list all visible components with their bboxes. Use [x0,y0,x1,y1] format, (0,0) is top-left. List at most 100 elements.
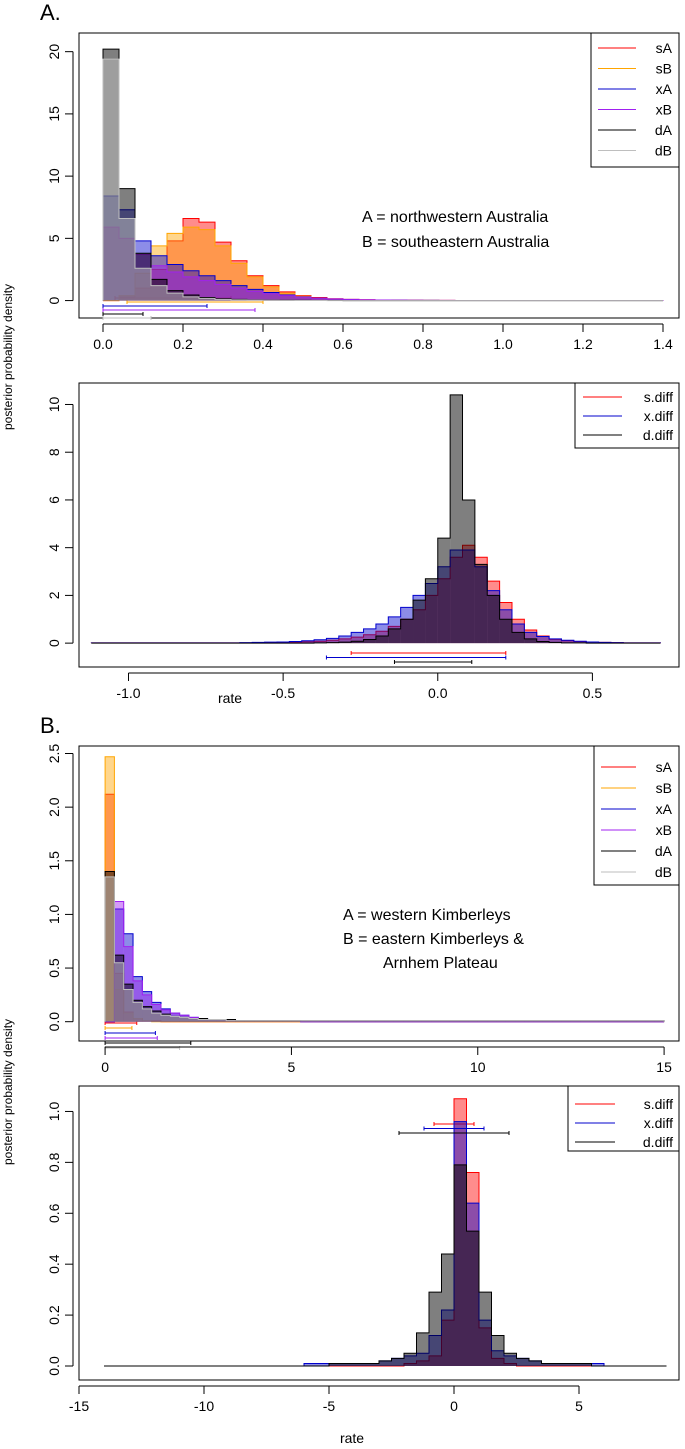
chart-a2-legend-label: s.diff [644,389,673,405]
chart-b1-bar-dB-23 [319,1020,329,1022]
chart-a1-y-tick-label: 15 [46,106,62,122]
chart-a1-bar-sA-14 [327,298,343,301]
chart-b1-outline-dB [104,876,665,1022]
chart-b2-bar-d-diff-36 [554,1363,567,1366]
chart-b1-bar-dB-27 [356,1020,366,1022]
chart-a2-bar-d-diff-32 [487,595,500,644]
chart-a1-legend-label: dA [655,122,673,138]
chart-a1-bar-dB-6 [199,298,215,301]
chart-a2-bar-s-diff-21 [351,637,364,644]
chart-b1-bar-dB-30 [384,1020,394,1022]
chart-a2-bar-d-diff-28 [437,538,451,644]
chart-b1-bar-dB-41 [487,1020,497,1022]
chart-b1-bar-dB-26 [347,1020,357,1022]
chart-a1-bar-xA-13 [311,298,327,301]
chart-a2-bar-d-diff-29 [450,394,463,644]
chart-a1-bar-xB-8 [231,288,247,301]
chart-a1-y-tick-label: 5 [46,234,62,242]
chart-a1: 0.0 0.2 0.4 0.6 0.8 1.0 1.2 1.4 0 5 10 15 20 sA sB xA xB… [46,32,680,352]
chart-a1-bar-sA-12 [295,295,311,301]
chart-b2-bar-x-diff-17 [316,1363,329,1366]
chart-b1-y-tick-label: 0.0 [46,1012,62,1032]
chart-b2-bar-d-diff-18 [329,1363,342,1366]
chart-b1-interval-xA [104,1031,156,1035]
chart-a1-bar-dB-5 [183,296,199,301]
chart-a2-bar-x-diff-17 [301,640,315,644]
chart-b1-bar-dB-55 [617,1020,627,1022]
chart-b2-bar-d-diff-32 [504,1353,517,1366]
chart-b2-bar-d-diff-31 [491,1335,504,1366]
chart-b1-bar-dB-14 [235,1020,245,1022]
chart-b1-bar-dB-48 [552,1020,562,1022]
chart-a1-bar-sA-10 [263,285,279,301]
chart-b2-y-tick-label: 0.8 [46,1152,62,1172]
chart-a2-y-tick-label: 2 [46,591,62,599]
chart-a2-bar-x-diff-18 [314,639,327,644]
chart-b1-bar-dB-37 [449,1020,460,1022]
chart-b2-bar-d-diff-26 [429,1292,442,1366]
chart-a2-bar-s-diff-22 [363,634,376,644]
chart-b1: 0 5 10 15 0.0 0.5 1.0 1.5 2.0 2.5 sA sB xA xB dA dB A = … [46,744,680,1075]
chart-a1-x-tick-label: 1.2 [573,336,593,352]
chart-b1-bar-dB-49 [561,1020,571,1022]
chart-b2-interval-d-diff [398,1131,510,1135]
chart-b1-annotation: Arnhem Plateau [383,955,498,972]
chart-a2-bar-s-diff-19 [326,640,339,644]
chart-b2-bar-d-diff-37 [566,1363,579,1366]
chart-a1-annotation: A = northwestern Australia [362,209,548,226]
chart-a2-interval-x-diff [325,655,507,660]
chart-b1-y-tick-label: 2.5 [46,744,62,764]
chart-a1-x-tick-label: 0.4 [253,336,273,352]
chart-b1-bar-dB-22 [310,1020,320,1022]
chart-a1-x-tick-label: 0.2 [173,336,193,352]
chart-b1-y-tick-label: 2.0 [46,797,62,817]
chart-b1-bar-dB-58 [645,1020,655,1022]
chart-a1-bar-sA-5 [183,218,199,301]
chart-b1-bar-dB-13 [226,1020,236,1022]
chart-b1-bar-dB-45 [524,1020,534,1022]
chart-a1-bar-sA-8 [231,260,247,301]
chart-a2-bar-s-diff-37 [549,639,562,644]
chart-b1-bar-xA-2 [123,933,134,1022]
chart-a1-bar-xA-14 [327,298,343,301]
chart-b1-bar-dB-44 [515,1020,525,1022]
chart-a1-bar-xB-12 [295,297,311,301]
chart-b1-interval-sB [104,1026,133,1030]
chart-a1-bar-xA-10 [263,292,279,301]
chart-a1-bar-xB-7 [215,284,231,301]
chart-a2-series-d-diff [91,394,661,664]
chart-b1-bar-dB-43 [505,1020,516,1022]
chart-b1-bar-dB-20 [291,1020,301,1022]
chart-b2-bar-d-diff-27 [441,1254,454,1366]
y-axis-label-a: posterior probability density [1,284,15,430]
chart-a1-interval-xA [102,304,208,308]
chart-a2-bar-d-diff-30 [462,499,475,644]
chart-b1-bar-dB-34 [421,1020,432,1022]
chart-a2-bar-s-diff-40 [586,641,599,644]
chart-a2: -1.0 -0.5 0.0 0.5 rate 0 2 4 6 8 10 s.diff x.diff d.d… [46,382,680,706]
chart-b1-series-sB [104,756,665,1030]
chart-b2-bar-d-diff-30 [479,1292,492,1366]
chart-a1-bar-xA-7 [215,280,231,301]
chart-a1-interval-dA [102,312,144,316]
chart-a2-bar-x-diff-19 [326,638,339,644]
chart-b2-frame [78,1085,680,1381]
chart-b2-x-tick-label: 0 [450,1398,458,1414]
chart-a1-bar-sB-4 [167,233,183,301]
chart-b2-bar-d-diff-38 [579,1363,592,1366]
panel-label-a: A. [40,0,61,25]
chart-a2-y-tick-label: 8 [46,448,62,456]
chart-b2-legend-label: s.diff [644,1096,673,1112]
chart-a1-x-tick-label: 0.0 [93,336,113,352]
chart-a1-bar-dB-2 [135,268,151,301]
chart-b1-bar-dB-2 [123,989,134,1022]
chart-b1-legend-label: xA [656,801,673,817]
chart-b1-bar-dB-35 [431,1020,441,1022]
chart-a2-bar-d-diff-33 [499,619,512,644]
chart-a2-bar-d-diff-31 [474,564,488,644]
chart-b2-x-tick-label: 5 [575,1398,583,1414]
chart-b1-legend: sA sB xA xB dA dB [593,745,680,886]
chart-a1-legend: sA sB xA xB dA dB [590,32,680,168]
chart-a1-interval-xB [102,308,256,312]
chart-b2-y-tick-label: 0.6 [46,1203,62,1223]
